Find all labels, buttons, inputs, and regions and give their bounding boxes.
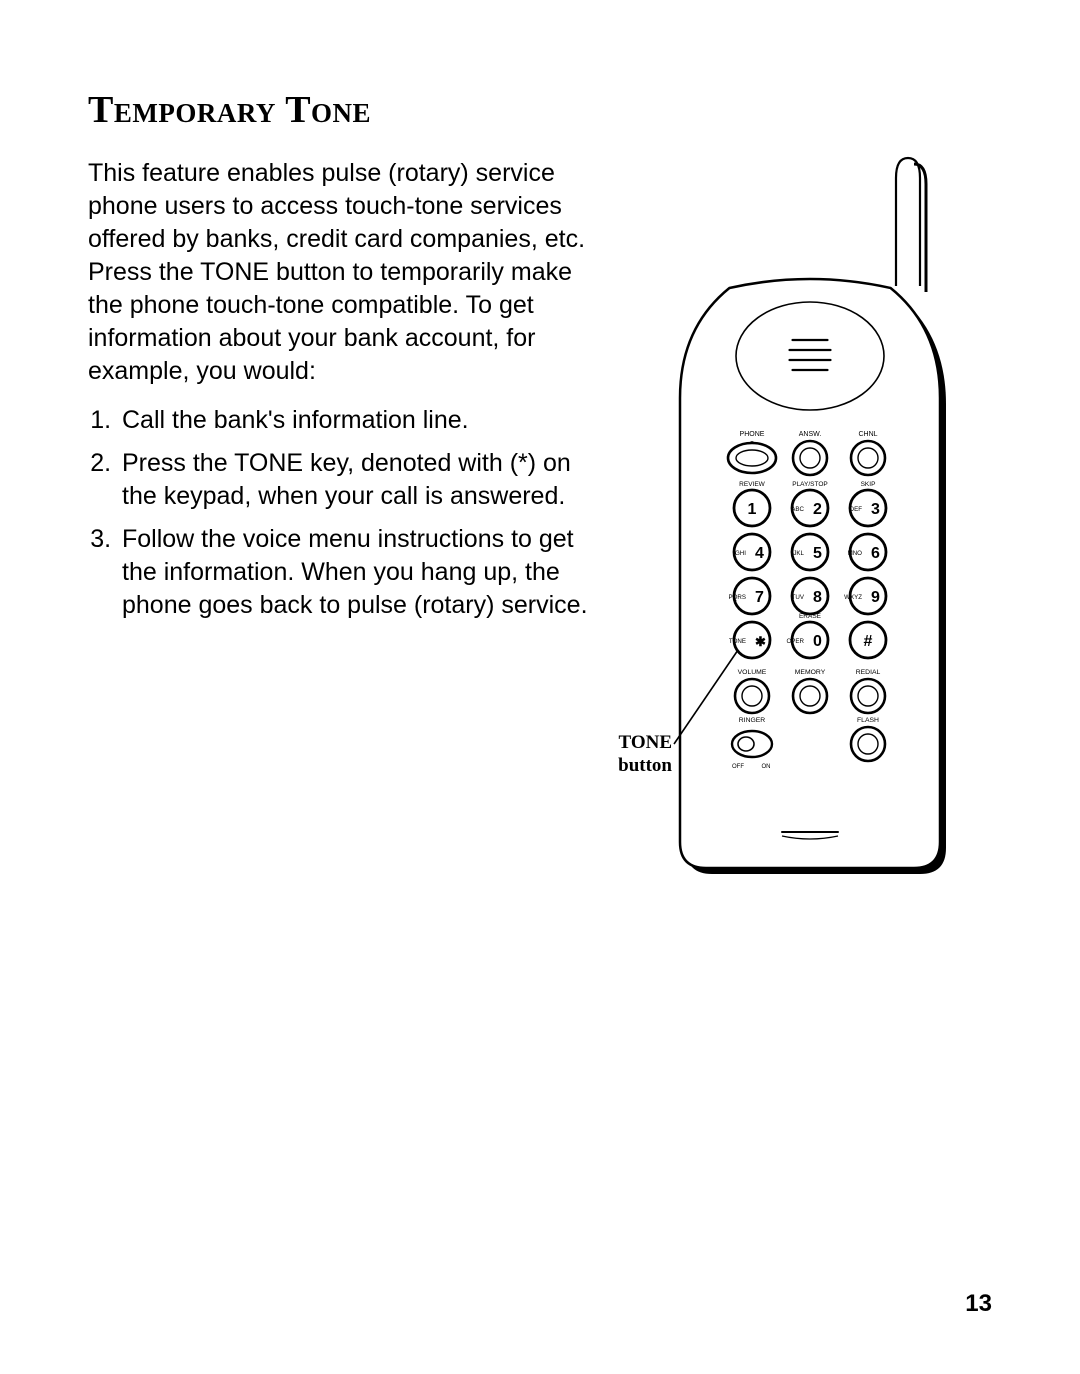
step-item: Follow the voice menu instructions to ge… <box>118 523 598 622</box>
phone-illustration-wrap: PHONE ANSW. CHNL REVIEW PLAY/STOP SKIP 1 ABC 2 DE… <box>620 148 1000 928</box>
svg-text:ON: ON <box>762 764 771 770</box>
svg-text:ABC: ABC <box>791 506 804 513</box>
steps-list: Call the bank's information line. Press … <box>88 404 598 622</box>
svg-text:FLASH: FLASH <box>857 717 879 724</box>
svg-text:OFF: OFF <box>732 764 744 770</box>
svg-text:VOLUME: VOLUME <box>738 669 767 676</box>
svg-text:5: 5 <box>813 545 822 562</box>
svg-text:7: 7 <box>755 589 764 606</box>
svg-text:TUV: TUV <box>792 594 805 601</box>
svg-text:4: 4 <box>755 545 764 562</box>
svg-text:#: # <box>864 633 873 650</box>
svg-text:9: 9 <box>871 589 880 606</box>
svg-text:MNO: MNO <box>848 550 863 557</box>
step-item: Press the TONE key, denoted with (*) on … <box>118 447 598 513</box>
svg-text:GHI: GHI <box>735 550 746 557</box>
page-heading: Temporary Tone <box>88 88 992 132</box>
svg-text:CHNL: CHNL <box>858 431 877 438</box>
step-item: Call the bank's information line. <box>118 404 598 437</box>
phone-illustration: PHONE ANSW. CHNL REVIEW PLAY/STOP SKIP 1 ABC 2 DE… <box>620 148 1000 928</box>
callout-line2: button <box>618 755 672 776</box>
page-number: 13 <box>965 1290 992 1318</box>
svg-text:PQRS: PQRS <box>728 594 746 601</box>
svg-text:WXYZ: WXYZ <box>844 594 862 601</box>
svg-text:8: 8 <box>813 589 822 606</box>
svg-text:ERASE: ERASE <box>799 613 822 620</box>
svg-text:REDIAL: REDIAL <box>856 669 881 676</box>
svg-text:✱: ✱ <box>755 634 766 649</box>
svg-text:OPER: OPER <box>786 638 804 645</box>
svg-text:MEMORY: MEMORY <box>795 669 826 676</box>
svg-text:PHONE: PHONE <box>740 431 765 438</box>
svg-text:0: 0 <box>813 633 822 650</box>
svg-text:JKL: JKL <box>793 550 804 557</box>
intro-paragraph: This feature enables pulse (rotary) serv… <box>88 157 588 388</box>
callout-line1: TONE <box>618 732 672 753</box>
svg-text:DEF: DEF <box>850 506 863 513</box>
svg-text:3: 3 <box>871 501 880 518</box>
svg-text:6: 6 <box>871 545 880 562</box>
svg-text:ANSW.: ANSW. <box>799 431 822 438</box>
svg-text:2: 2 <box>813 501 822 518</box>
svg-text:1: 1 <box>748 501 757 518</box>
svg-text:SKIP: SKIP <box>861 481 876 488</box>
svg-text:RINGER: RINGER <box>739 717 766 724</box>
svg-text:TONE: TONE <box>729 638 746 645</box>
svg-text:PLAY/STOP: PLAY/STOP <box>792 481 828 488</box>
tone-callout: TONE button <box>600 732 672 778</box>
svg-text:REVIEW: REVIEW <box>739 481 766 488</box>
